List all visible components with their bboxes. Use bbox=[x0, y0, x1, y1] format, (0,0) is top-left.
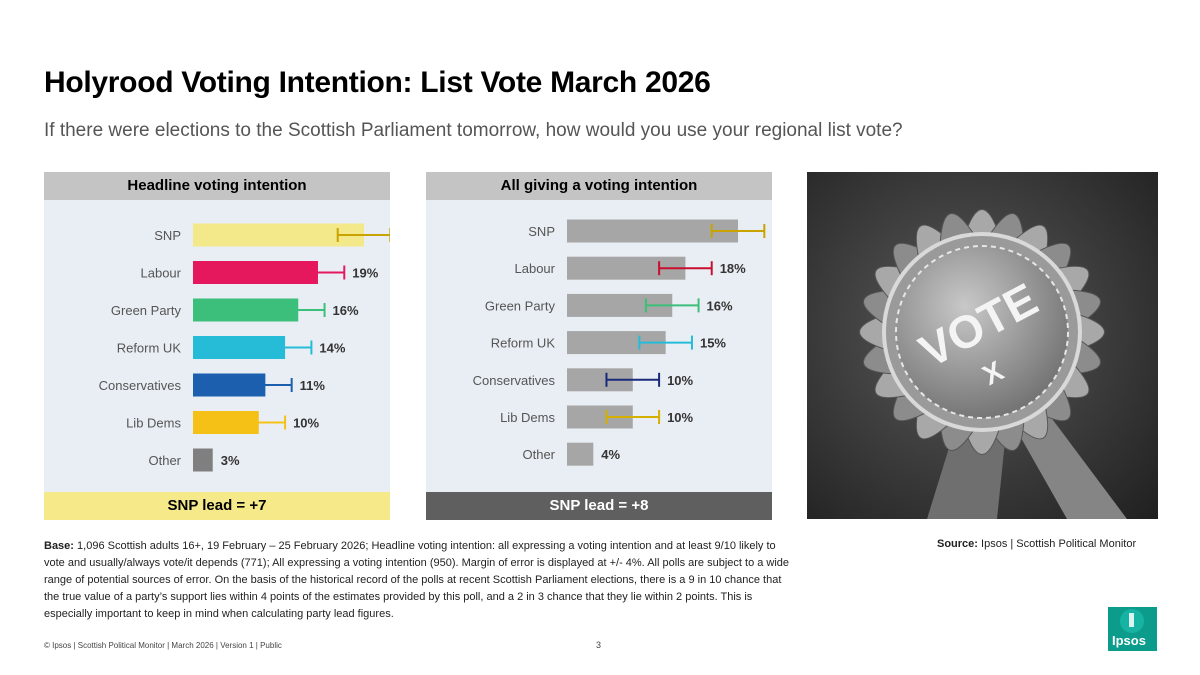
bar-reform-uk bbox=[193, 336, 286, 359]
bar-lib-dems bbox=[567, 405, 633, 429]
ipsos-logo-text: Ipsos bbox=[1112, 633, 1146, 648]
vote-rosette-photo: VOTE X bbox=[807, 172, 1158, 519]
bar-reform-uk bbox=[567, 331, 666, 355]
page-number: 3 bbox=[596, 640, 602, 650]
category-label-other: Other bbox=[522, 447, 555, 462]
source-label: Source: bbox=[937, 538, 978, 550]
category-label-snp: SNP bbox=[528, 224, 555, 239]
source-note: Source: Ipsos | Scottish Political Monit… bbox=[937, 538, 1136, 550]
value-label-reform-uk: 15% bbox=[700, 336, 726, 351]
value-label-lib-dems: 10% bbox=[293, 416, 319, 431]
category-label-reform-uk: Reform UK bbox=[117, 341, 182, 356]
bar-labour bbox=[567, 256, 686, 280]
all-voting-intention-panel: All giving a voting intention SNP26%Labo… bbox=[426, 172, 772, 520]
bar-lib-dems bbox=[193, 411, 259, 434]
category-label-labour: Labour bbox=[515, 261, 556, 276]
category-label-labour: Labour bbox=[141, 266, 182, 281]
bar-conservatives bbox=[193, 373, 266, 397]
category-label-conservatives: Conservatives bbox=[99, 378, 182, 393]
value-label-other: 4% bbox=[601, 447, 620, 462]
value-label-labour: 18% bbox=[720, 261, 746, 276]
headline-voting-intention-panel: Headline voting intention SNP26%Labour19… bbox=[44, 172, 390, 520]
category-label-green-party: Green Party bbox=[111, 303, 182, 318]
category-label-conservatives: Conservatives bbox=[473, 373, 556, 388]
category-label-lib-dems: Lib Dems bbox=[126, 416, 181, 431]
bar-snp bbox=[567, 219, 739, 243]
page-subtitle: If there were elections to the Scottish … bbox=[44, 120, 903, 141]
value-label-conservatives: 10% bbox=[667, 373, 693, 388]
base-note: Base: 1,096 Scottish adults 16+, 19 Febr… bbox=[44, 538, 794, 623]
ipsos-logo: Ipsos bbox=[1108, 607, 1157, 651]
page-title: Holyrood Voting Intention: List Vote Mar… bbox=[44, 66, 711, 99]
ipsos-logo-icon bbox=[1120, 609, 1144, 633]
bar-labour bbox=[193, 261, 318, 284]
value-label-labour: 19% bbox=[352, 266, 378, 281]
category-label-snp: SNP bbox=[154, 228, 181, 243]
base-label: Base: bbox=[44, 540, 74, 552]
panel-header: All giving a voting intention bbox=[426, 172, 772, 200]
panel-header: Headline voting intention bbox=[44, 172, 390, 200]
value-label-lib-dems: 10% bbox=[667, 410, 693, 425]
category-label-reform-uk: Reform UK bbox=[491, 336, 556, 351]
category-label-green-party: Green Party bbox=[485, 298, 556, 313]
value-label-other: 3% bbox=[221, 453, 240, 468]
value-label-green-party: 16% bbox=[707, 298, 733, 313]
value-label-reform-uk: 14% bbox=[319, 341, 345, 356]
snp-lead-headline: SNP lead = +7 bbox=[44, 492, 390, 520]
snp-lead-all: SNP lead = +8 bbox=[426, 492, 772, 520]
category-label-lib-dems: Lib Dems bbox=[500, 410, 555, 425]
value-label-conservatives: 11% bbox=[300, 378, 326, 393]
bar-snp bbox=[193, 223, 365, 247]
base-text: 1,096 Scottish adults 16+, 19 February –… bbox=[44, 540, 790, 620]
bar-other bbox=[567, 442, 594, 466]
value-label-green-party: 16% bbox=[333, 303, 359, 318]
bar-other bbox=[193, 448, 213, 472]
bar-conservatives bbox=[567, 368, 633, 392]
category-label-other: Other bbox=[148, 453, 181, 468]
source-text: Ipsos | Scottish Political Monitor bbox=[981, 538, 1137, 550]
rosette-illustration: VOTE X bbox=[807, 172, 1158, 519]
copyright-footer: © Ipsos | Scottish Political Monitor | M… bbox=[44, 641, 282, 650]
